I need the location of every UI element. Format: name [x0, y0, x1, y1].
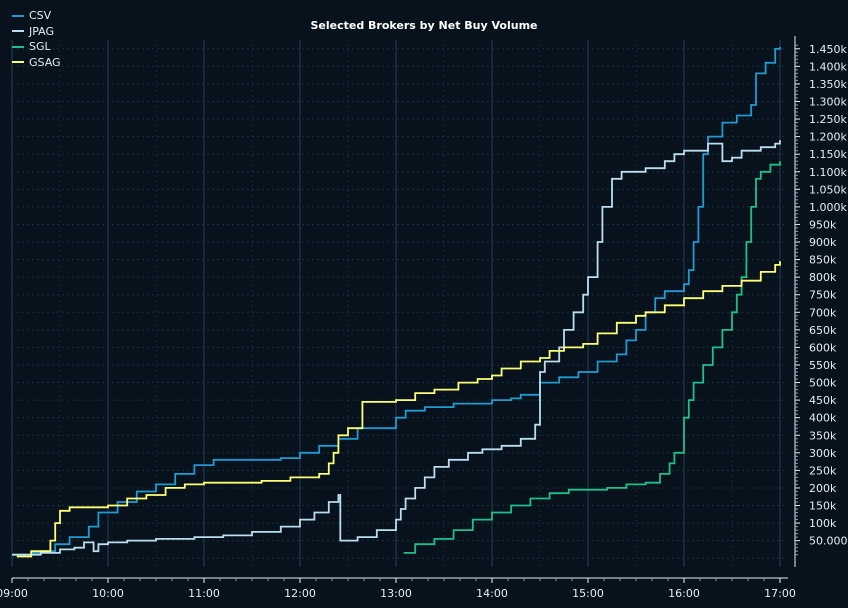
y-tick-label: 700k — [809, 306, 837, 319]
x-tick-label: 14:00 — [476, 587, 508, 600]
x-tick-label: 12:00 — [284, 587, 316, 600]
grid — [11, 40, 788, 567]
y-tick-label: 300k — [809, 447, 837, 460]
series-line-sgl — [403, 161, 781, 554]
x-tick-label: 10:00 — [92, 587, 124, 600]
series-line-gsag — [16, 261, 781, 558]
y-tick-label: 650k — [809, 324, 837, 337]
series-line-jpag — [12, 140, 781, 556]
legend-item-jpag[interactable]: JPAG — [12, 24, 61, 40]
y-tick-label: 400k — [809, 412, 837, 425]
legend-swatch-jpag — [12, 30, 24, 33]
y-tick-label: 950k — [809, 218, 837, 231]
y-tick-label: 1.000k — [809, 201, 847, 214]
y-tick-label: 850k — [809, 254, 837, 267]
y-tick-label: 200k — [809, 482, 837, 495]
chart-title: Selected Brokers by Net Buy Volume — [310, 19, 538, 32]
series-line-csv — [12, 47, 781, 556]
x-tick-label: 17:00 — [764, 587, 796, 600]
y-tick-label: 900k — [809, 236, 837, 249]
y-tick-label: 550k — [809, 359, 837, 372]
legend-label-jpag: JPAG — [29, 24, 55, 38]
y-tick-label: 50.000 — [809, 535, 848, 548]
y-tick-label: 250k — [809, 464, 837, 477]
y-axis: 50.000 100k 150k 200k 250k 300k 350k 400k 450k 50… — [794, 36, 848, 567]
y-tick-label: 150k — [809, 500, 837, 513]
x-tick-label: 16:00 — [668, 587, 700, 600]
y-tick-label: 1.050k — [809, 183, 847, 196]
y-tick-label: 1.300k — [809, 95, 847, 108]
y-tick-label: 750k — [809, 289, 837, 302]
legend-item-csv[interactable]: CSV — [12, 8, 61, 24]
series-lines — [12, 47, 781, 558]
x-tick-label: 15:00 — [572, 587, 604, 600]
x-tick-label: 11:00 — [188, 587, 220, 600]
legend-label-gsag: GSAG — [29, 55, 61, 69]
y-tick-label: 350k — [809, 429, 837, 442]
legend-label-csv: CSV — [29, 9, 52, 22]
y-tick-label: 1.200k — [809, 131, 847, 144]
legend-swatch-gsag — [12, 61, 24, 64]
legend-swatch-sgl — [12, 45, 24, 48]
legend-swatch-csv — [12, 14, 24, 17]
x-tick-label: 13:00 — [380, 587, 412, 600]
x-axis: 09:00 10:00 11:00 12:00 13:00 14:00 15:00 16:00… — [0, 577, 796, 600]
y-tick-label: 1.400k — [809, 60, 847, 73]
y-tick-label: 450k — [809, 394, 837, 407]
y-tick-label: 1.450k — [809, 43, 847, 56]
y-tick-label: 1.350k — [809, 78, 847, 91]
legend-label-sgl: SGL — [29, 40, 51, 53]
legend-item-sgl[interactable]: SGL — [12, 39, 61, 55]
y-tick-label: 100k — [809, 517, 837, 530]
y-tick-label: 1.250k — [809, 113, 847, 126]
x-tick-label: 09:00 — [0, 587, 28, 600]
y-tick-label: 800k — [809, 271, 837, 284]
y-tick-label: 1.150k — [809, 148, 847, 161]
legend-item-gsag[interactable]: GSAG — [12, 55, 61, 71]
y-tick-label: 500k — [809, 377, 837, 390]
y-tick-label: 600k — [809, 341, 837, 354]
y-tick-label: 1.100k — [809, 166, 847, 179]
legend[interactable]: CSV JPAG SGL GSAG — [12, 8, 61, 70]
